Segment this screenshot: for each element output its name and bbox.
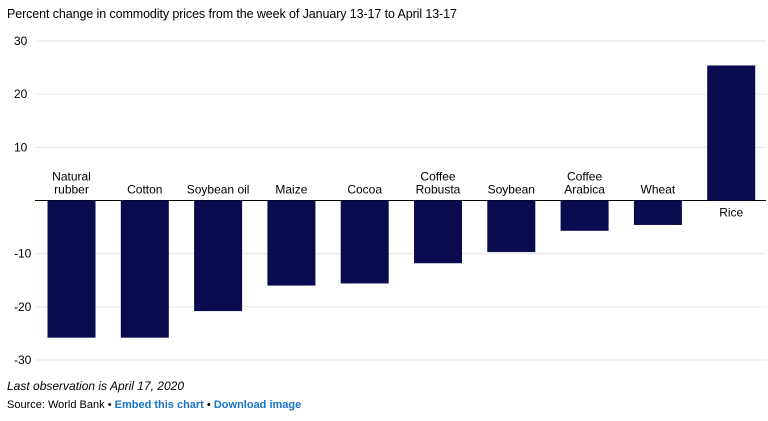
- y-tick-label: 20: [14, 87, 28, 101]
- separator: •: [206, 399, 211, 411]
- y-tick-label: 30: [14, 34, 28, 48]
- bar: [414, 200, 462, 264]
- chart-title: Percent change in commodity prices from …: [7, 7, 457, 21]
- observation-note: Last observation is April 17, 2020: [7, 379, 184, 393]
- footer: Source: World Bank • Embed this chart • …: [7, 399, 301, 411]
- y-tick-label: -30: [14, 353, 32, 367]
- bar: [267, 200, 316, 286]
- category-label: Coffee Arabica: [564, 170, 605, 197]
- category-label: Maize: [275, 183, 307, 197]
- bar: [560, 200, 609, 231]
- y-tick-label: -10: [14, 247, 32, 261]
- category-label: Cocoa: [347, 183, 382, 197]
- category-label: Wheat: [641, 183, 676, 197]
- category-label: Coffee Robusta: [416, 170, 461, 197]
- bar: [120, 200, 169, 338]
- category-label: Soybean: [488, 183, 535, 197]
- source-text: Source: World Bank: [7, 399, 105, 411]
- y-tick-label: 10: [14, 140, 28, 154]
- bar: [633, 200, 682, 225]
- separator: •: [107, 399, 112, 411]
- category-label: Natural rubber: [52, 170, 91, 197]
- bar: [487, 200, 536, 253]
- bar: [707, 65, 756, 201]
- bar: [194, 200, 243, 312]
- download-image-link[interactable]: Download image: [213, 399, 302, 411]
- category-label: Cotton: [127, 183, 162, 197]
- y-tick-label: -20: [14, 300, 32, 314]
- bar: [47, 200, 96, 338]
- category-label: Rice: [719, 206, 743, 220]
- bar: [340, 200, 389, 284]
- embed-chart-link[interactable]: Embed this chart: [114, 399, 204, 411]
- category-label: Soybean oil: [187, 183, 250, 197]
